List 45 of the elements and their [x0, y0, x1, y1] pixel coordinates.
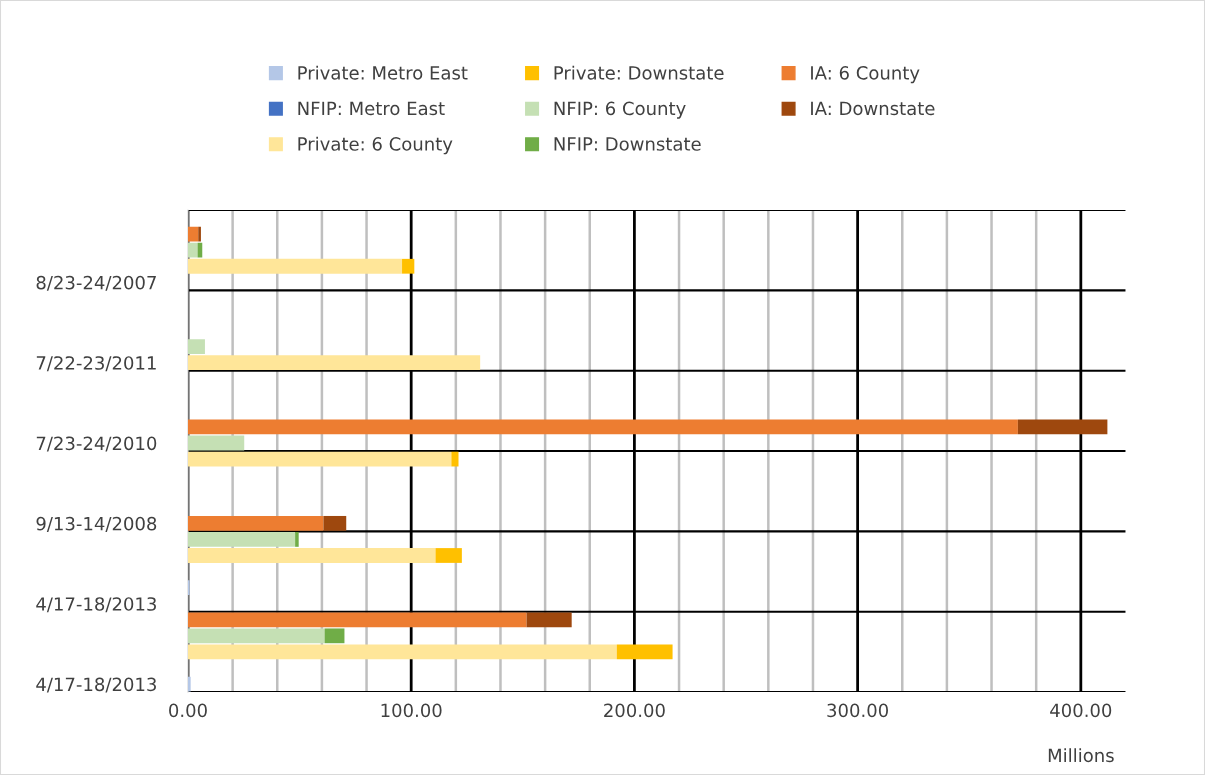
bar: [187, 339, 205, 354]
bar: [187, 419, 1018, 435]
legend-label: IA: Downstate: [811, 101, 935, 116]
bar: [187, 258, 403, 274]
y-tick-label: 4/17-18/2013: [36, 597, 156, 613]
legend-label: Private: Metro East: [298, 65, 468, 80]
y-tick-label: 4/17-18/2013: [36, 677, 156, 693]
bar: [187, 548, 436, 563]
bar: [187, 612, 527, 628]
bar: [323, 515, 347, 531]
bar: [187, 644, 617, 660]
legend-label: IA: 6 County: [811, 66, 920, 84]
bar: [435, 548, 462, 563]
legend-label: NFIP: Downstate: [554, 137, 701, 151]
bar: [187, 226, 199, 242]
bar: [187, 628, 325, 644]
bar: [198, 226, 201, 242]
legend-label: Private: Downstate: [554, 65, 724, 80]
y-tick-label: 7/22-23/2011: [36, 356, 156, 372]
bar: [295, 532, 299, 547]
bar: [187, 532, 296, 547]
y-tick-label: 9/13-14/2008: [36, 516, 157, 532]
x-tick-label: 300.00: [827, 703, 889, 718]
x-tick-label: 100.00: [381, 703, 442, 718]
bar: [187, 451, 452, 467]
bar: [616, 644, 673, 660]
bar: [526, 612, 572, 628]
x-axis-title: Millions: [1048, 748, 1114, 763]
y-tick-label: 7/23-24/2010: [36, 436, 157, 452]
x-tick-label: 0.00: [169, 703, 207, 718]
bar: [402, 258, 415, 274]
x-tick-label: 200.00: [604, 703, 665, 718]
bar: [187, 435, 245, 451]
y-tick-label: 8/23-24/2007: [36, 275, 156, 291]
bar: [324, 628, 345, 644]
bar: [187, 515, 324, 531]
x-tick-label: 400.00: [1050, 703, 1112, 718]
bar: [1017, 419, 1108, 435]
bar: [187, 242, 198, 258]
legend-label: Private: 6 County: [298, 136, 453, 155]
legend-label: NFIP: Metro East: [298, 101, 445, 116]
legend-label: NFIP: 6 County: [554, 101, 686, 119]
bar: [187, 355, 481, 371]
bar: [187, 676, 191, 692]
bar: [451, 451, 459, 467]
